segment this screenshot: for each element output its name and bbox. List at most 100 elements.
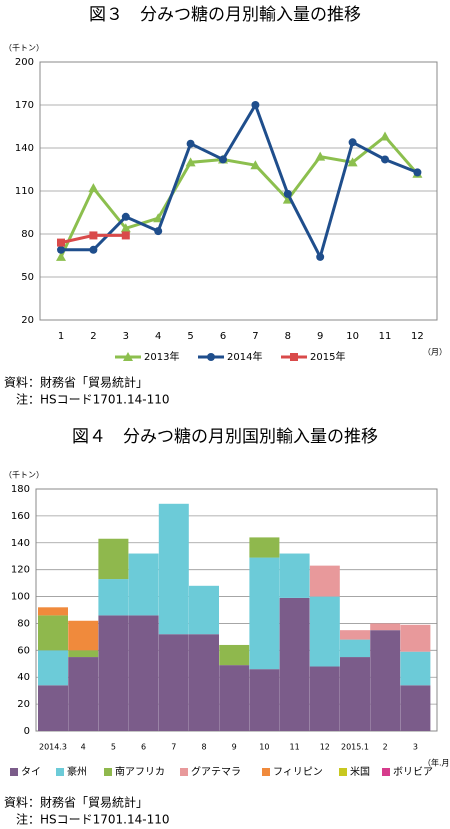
marker: [283, 189, 292, 198]
marker: [380, 131, 390, 141]
y-tick-label: 20: [21, 315, 34, 326]
legend-label: 南アフリカ: [115, 765, 165, 778]
x-tick-label: 9: [317, 331, 323, 342]
x-tick-label: 6: [141, 743, 146, 752]
y-tick-label: 110: [15, 186, 34, 197]
x-tick-label: 12: [411, 331, 424, 342]
x-tick-label: 2: [90, 331, 96, 342]
y-tick-label: 60: [17, 645, 30, 656]
bar-segment: [249, 537, 280, 558]
y-tick-label: 120: [11, 565, 30, 576]
bar-segment: [38, 615, 68, 651]
marker: [347, 157, 358, 167]
legend-label: フィリピン: [273, 766, 323, 778]
x-tick-label: 1: [58, 331, 64, 342]
legend-swatch: [339, 768, 347, 776]
x-tick-label: 11: [290, 743, 300, 752]
y-tick-label: 100: [11, 592, 30, 603]
legend-swatch: [382, 768, 390, 776]
legend-label: 2015年: [310, 350, 345, 363]
marker: [185, 157, 196, 167]
marker: [381, 155, 389, 164]
bar-segment: [68, 657, 99, 731]
chart-title: 図４ 分みつ糖の月別国別輸入量の推移: [72, 427, 378, 447]
x-tick-label: 6: [220, 331, 226, 342]
x-axis-label: （月）: [423, 348, 447, 357]
marker: [57, 245, 65, 254]
bar-segment: [128, 615, 159, 731]
marker: [56, 251, 66, 261]
marker: [89, 231, 98, 240]
legend-swatch: [10, 768, 18, 776]
bar-segment: [38, 685, 68, 731]
marker: [315, 151, 326, 161]
y-tick-label: 20: [17, 699, 30, 710]
y-tick-label: 140: [15, 143, 34, 154]
marker: [153, 213, 164, 223]
y-tick-label: 170: [15, 100, 34, 111]
x-axis-label: （年.月）: [423, 758, 450, 768]
x-tick-label: 3: [413, 743, 418, 752]
y-tick-label: 180: [11, 484, 30, 495]
x-tick-label: 11: [379, 331, 392, 342]
marker: [348, 138, 357, 147]
y-tick-label: 80: [21, 229, 34, 240]
y-tick-label: 40: [17, 672, 30, 683]
y-axis-label: （千トン）: [4, 43, 44, 53]
source: 資料：財務省「貿易統計」: [4, 795, 148, 810]
x-tick-label: 10: [259, 743, 269, 752]
bar-segment: [98, 538, 129, 580]
x-tick-label: 12: [320, 743, 330, 752]
legend-swatch: [180, 768, 188, 776]
marker: [316, 252, 325, 261]
marker: [413, 168, 422, 177]
note: 注：HSコード1701.14-110: [16, 392, 170, 407]
bar-segment: [370, 630, 401, 731]
bar-segment: [98, 579, 129, 616]
bar-segment: [370, 623, 401, 631]
bar-segment: [249, 669, 280, 731]
x-tick-label: 5: [111, 743, 116, 752]
legend-label: 2014年: [227, 350, 262, 363]
bar-segment: [68, 650, 99, 658]
bar-segment: [189, 634, 219, 731]
bar-segment: [340, 639, 370, 658]
bar-segment: [128, 553, 159, 616]
marker: [290, 353, 298, 361]
source: 資料：財務省「貿易統計」: [4, 375, 148, 390]
bar-segment: [68, 620, 99, 651]
x-tick-label: 8: [285, 331, 291, 342]
y-tick-label: 140: [11, 538, 30, 549]
line: [61, 101, 418, 262]
x-tick-label: 2015.1: [341, 743, 369, 752]
note: 注：HSコード1701.14-110: [16, 812, 170, 827]
y-tick-label: 0: [24, 726, 30, 737]
x-tick-label: 2014.3: [39, 743, 67, 752]
legend-label: 豪州: [67, 765, 87, 778]
bar-segment: [400, 624, 431, 652]
x-tick-label: 4: [155, 331, 161, 342]
marker: [89, 245, 98, 254]
legend-swatch: [262, 768, 270, 776]
bar-segment: [158, 634, 189, 731]
marker: [57, 238, 65, 247]
bar-segment: [279, 553, 310, 598]
x-tick-label: 10: [346, 331, 359, 342]
line: [59, 134, 419, 258]
bar-segment: [189, 585, 219, 635]
x-tick-label: 7: [171, 743, 176, 752]
marker: [219, 155, 227, 164]
bar-segment: [340, 657, 370, 731]
bar-segment: [400, 685, 431, 731]
marker: [207, 353, 215, 361]
y-tick-label: 80: [17, 618, 30, 629]
marker: [121, 212, 130, 221]
bar-segment: [279, 597, 310, 731]
legend-swatch: [56, 768, 64, 776]
plot-frame: [39, 61, 438, 321]
bar-segment: [219, 644, 250, 666]
bar-segment: [38, 607, 68, 616]
marker: [250, 160, 261, 170]
legend-label: グアテマラ: [191, 765, 241, 778]
marker: [88, 183, 99, 193]
